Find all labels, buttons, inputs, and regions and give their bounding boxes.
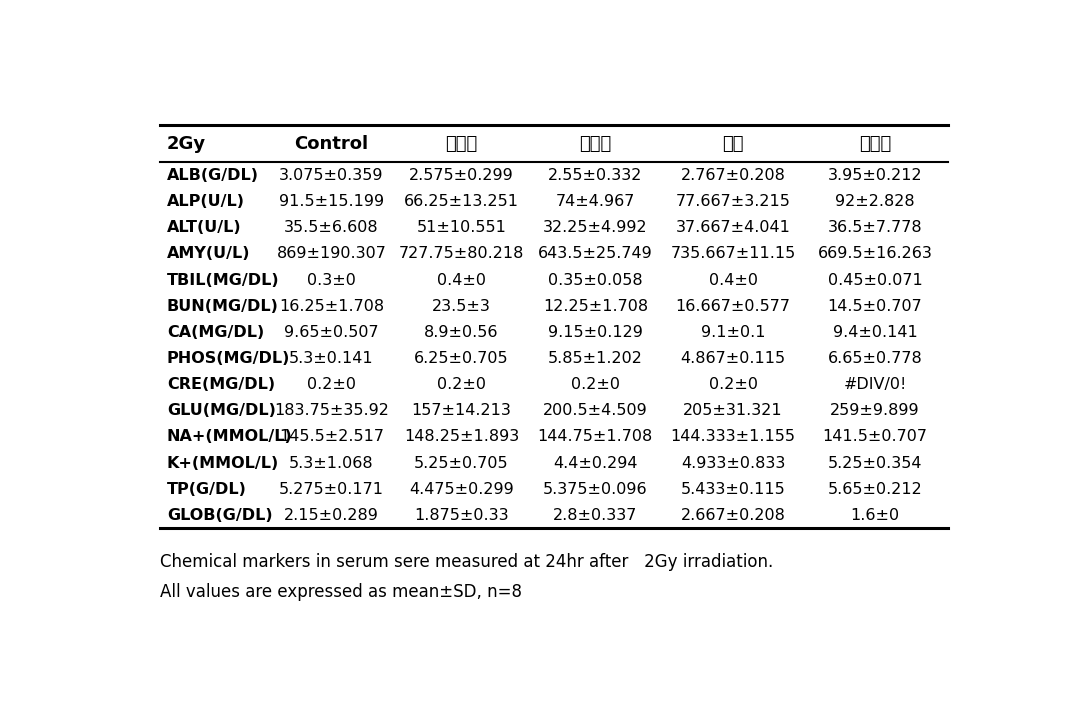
Text: 0.4±0: 0.4±0 — [709, 273, 758, 288]
Text: 2.575±0.299: 2.575±0.299 — [409, 168, 513, 183]
Text: 5.65±0.212: 5.65±0.212 — [828, 482, 922, 497]
Text: 141.5±0.707: 141.5±0.707 — [823, 429, 927, 444]
Text: 양파: 양파 — [722, 135, 744, 153]
Text: BUN(MG/DL): BUN(MG/DL) — [166, 299, 279, 314]
Text: 16.25±1.708: 16.25±1.708 — [279, 299, 384, 314]
Text: 6.65±0.778: 6.65±0.778 — [828, 351, 922, 366]
Text: 91.5±15.199: 91.5±15.199 — [279, 194, 384, 209]
Text: 2.767±0.208: 2.767±0.208 — [681, 168, 786, 183]
Text: 0.3±0: 0.3±0 — [307, 273, 356, 288]
Text: 727.75±80.218: 727.75±80.218 — [399, 246, 524, 261]
Text: Chemical markers in serum sere measured at 24hr after   2Gy irradiation.: Chemical markers in serum sere measured … — [160, 553, 774, 571]
Text: 3.95±0.212: 3.95±0.212 — [828, 168, 922, 183]
Text: 4.867±0.115: 4.867±0.115 — [681, 351, 786, 366]
Text: 36.5±7.778: 36.5±7.778 — [828, 220, 922, 236]
Text: ALP(U/L): ALP(U/L) — [166, 194, 245, 209]
Text: 12.25±1.708: 12.25±1.708 — [543, 299, 648, 314]
Text: 9.4±0.141: 9.4±0.141 — [832, 325, 918, 340]
Text: 5.375±0.096: 5.375±0.096 — [543, 482, 648, 497]
Text: TBIL(MG/DL): TBIL(MG/DL) — [166, 273, 280, 288]
Text: 145.5±2.517: 145.5±2.517 — [279, 429, 384, 444]
Text: 0.2±0: 0.2±0 — [709, 377, 758, 392]
Text: 1.6±0: 1.6±0 — [851, 508, 899, 523]
Text: 144.333±1.155: 144.333±1.155 — [670, 429, 796, 444]
Text: 14.5±0.707: 14.5±0.707 — [828, 299, 922, 314]
Text: 259±9.899: 259±9.899 — [830, 404, 920, 419]
Text: PHOS(MG/DL): PHOS(MG/DL) — [166, 351, 291, 366]
Text: #DIV/0!: #DIV/0! — [843, 377, 907, 392]
Text: 2.667±0.208: 2.667±0.208 — [681, 508, 786, 523]
Text: 1.875±0.33: 1.875±0.33 — [414, 508, 509, 523]
Text: 9.15±0.129: 9.15±0.129 — [548, 325, 643, 340]
Text: 0.2±0: 0.2±0 — [307, 377, 356, 392]
Text: 9.65±0.507: 9.65±0.507 — [284, 325, 378, 340]
Text: 23.5±3: 23.5±3 — [432, 299, 491, 314]
Text: 5.3±0.141: 5.3±0.141 — [290, 351, 374, 366]
Text: 9.1±0.1: 9.1±0.1 — [700, 325, 765, 340]
Text: 6.25±0.705: 6.25±0.705 — [414, 351, 509, 366]
Text: 32.25±4.992: 32.25±4.992 — [543, 220, 648, 236]
Text: 0.35±0.058: 0.35±0.058 — [548, 273, 643, 288]
Text: 8.9±0.56: 8.9±0.56 — [424, 325, 498, 340]
Text: 37.667±4.041: 37.667±4.041 — [676, 220, 790, 236]
Text: ALB(G/DL): ALB(G/DL) — [166, 168, 259, 183]
Text: CRE(MG/DL): CRE(MG/DL) — [166, 377, 275, 392]
Text: 16.667±0.577: 16.667±0.577 — [676, 299, 790, 314]
Text: 183.75±35.92: 183.75±35.92 — [275, 404, 389, 419]
Text: 5.275±0.171: 5.275±0.171 — [279, 482, 384, 497]
Text: 0.2±0: 0.2±0 — [437, 377, 486, 392]
Text: 92±2.828: 92±2.828 — [836, 194, 915, 209]
Text: 0.4±0: 0.4±0 — [437, 273, 486, 288]
Text: 35.5±6.608: 35.5±6.608 — [284, 220, 378, 236]
Text: All values are expressed as mean±SD, n=8: All values are expressed as mean±SD, n=8 — [160, 583, 522, 601]
Text: 청국장: 청국장 — [858, 135, 891, 153]
Text: 5.25±0.705: 5.25±0.705 — [414, 456, 509, 470]
Text: K+(MMOL/L): K+(MMOL/L) — [166, 456, 279, 470]
Text: 51±10.551: 51±10.551 — [416, 220, 506, 236]
Text: 66.25±13.251: 66.25±13.251 — [404, 194, 519, 209]
Text: 144.75±1.708: 144.75±1.708 — [537, 429, 653, 444]
Text: 5.85±1.202: 5.85±1.202 — [548, 351, 643, 366]
Text: 205±31.321: 205±31.321 — [683, 404, 783, 419]
Text: 669.5±16.263: 669.5±16.263 — [817, 246, 932, 261]
Text: 3.075±0.359: 3.075±0.359 — [279, 168, 384, 183]
Text: 0.2±0: 0.2±0 — [571, 377, 619, 392]
Text: 2Gy: 2Gy — [166, 135, 206, 153]
Text: Control: Control — [294, 135, 369, 153]
Text: 새우젠: 새우젠 — [579, 135, 612, 153]
Text: 0.45±0.071: 0.45±0.071 — [828, 273, 922, 288]
Text: 4.933±0.833: 4.933±0.833 — [681, 456, 786, 470]
Text: ALT(U/L): ALT(U/L) — [166, 220, 241, 236]
Text: 5.3±1.068: 5.3±1.068 — [290, 456, 374, 470]
Text: 735.667±11.15: 735.667±11.15 — [670, 246, 796, 261]
Text: NA+(MMOL/L): NA+(MMOL/L) — [166, 429, 293, 444]
Text: 5.25±0.354: 5.25±0.354 — [828, 456, 922, 470]
Text: 74±4.967: 74±4.967 — [556, 194, 635, 209]
Text: 157±14.213: 157±14.213 — [412, 404, 511, 419]
Text: 4.475±0.299: 4.475±0.299 — [409, 482, 513, 497]
Text: 2.15±0.289: 2.15±0.289 — [284, 508, 379, 523]
Text: 4.4±0.294: 4.4±0.294 — [553, 456, 638, 470]
Text: 막걸리: 막걸리 — [445, 135, 478, 153]
Text: 869±190.307: 869±190.307 — [277, 246, 387, 261]
Text: 2.55±0.332: 2.55±0.332 — [548, 168, 642, 183]
Text: GLU(MG/DL): GLU(MG/DL) — [166, 404, 276, 419]
Text: GLOB(G/DL): GLOB(G/DL) — [166, 508, 272, 523]
Text: 643.5±25.749: 643.5±25.749 — [538, 246, 653, 261]
Text: 77.667±3.215: 77.667±3.215 — [676, 194, 790, 209]
Text: 148.25±1.893: 148.25±1.893 — [404, 429, 519, 444]
Text: 2.8±0.337: 2.8±0.337 — [553, 508, 638, 523]
Text: 200.5±4.509: 200.5±4.509 — [543, 404, 648, 419]
Text: TP(G/DL): TP(G/DL) — [166, 482, 246, 497]
Text: AMY(U/L): AMY(U/L) — [166, 246, 251, 261]
Text: 5.433±0.115: 5.433±0.115 — [681, 482, 786, 497]
Text: CA(MG/DL): CA(MG/DL) — [166, 325, 264, 340]
